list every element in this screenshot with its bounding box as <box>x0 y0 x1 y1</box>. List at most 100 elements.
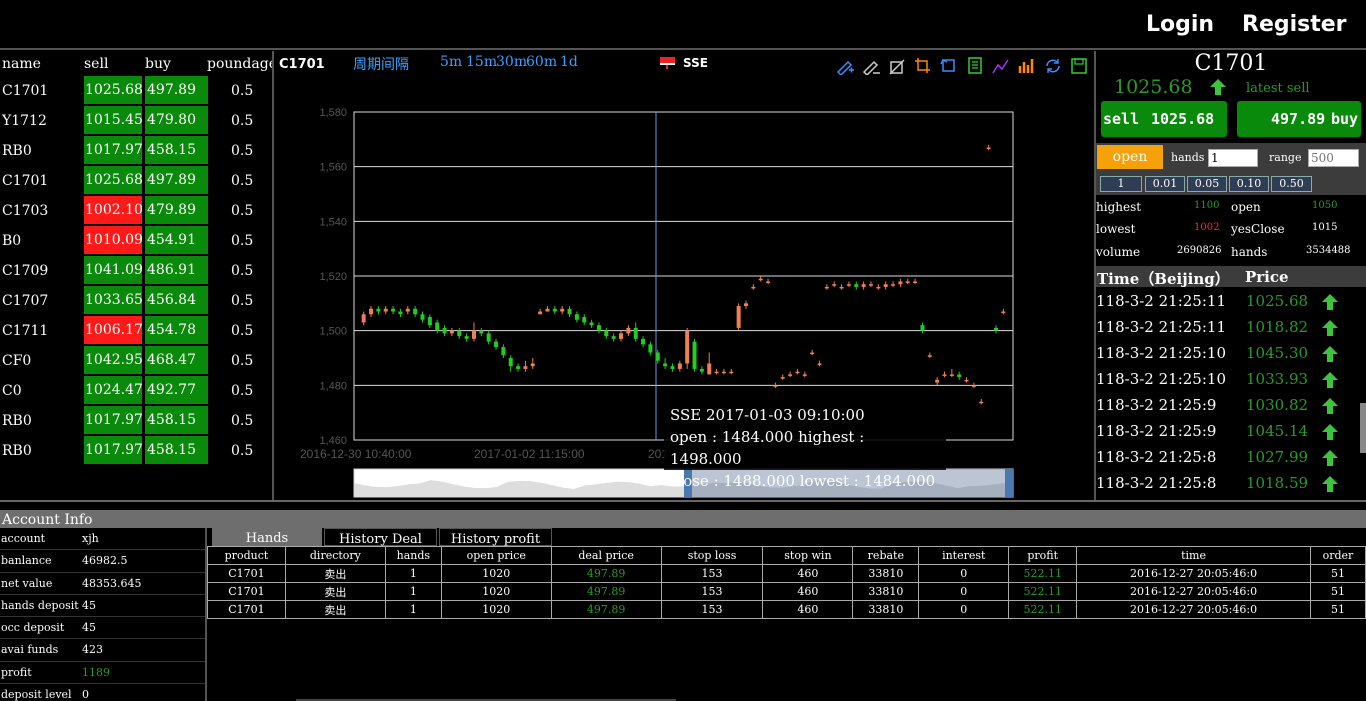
pen-icon[interactable] <box>835 56 854 77</box>
market-row[interactable]: C1707 1033.65 456.84 0.5 <box>0 285 272 315</box>
market-buy[interactable]: 458.15 <box>145 136 208 164</box>
range-0-10[interactable]: 0.10 <box>1229 176 1269 192</box>
market-buy[interactable]: 497.89 <box>145 166 208 194</box>
market-buy[interactable]: 458.15 <box>145 436 208 464</box>
candle-body <box>427 317 432 326</box>
market-buy[interactable]: 486.91 <box>145 256 208 284</box>
login-button[interactable]: Login <box>1146 12 1215 37</box>
tick-price: 1045.30 <box>1246 344 1309 362</box>
market-sell[interactable]: 1017.97 <box>84 136 143 164</box>
range-0-05[interactable]: 0.05 <box>1187 176 1227 192</box>
market-buy[interactable]: 479.89 <box>145 196 208 224</box>
market-row[interactable]: RB0 1017.97 458.15 0.5 <box>0 135 272 165</box>
market-sell[interactable]: 1017.97 <box>84 406 143 434</box>
navigator-handle-left[interactable] <box>684 469 692 497</box>
market-row[interactable]: C1701 1025.68 497.89 0.5 <box>0 165 272 195</box>
chart-tooltip: SSE 2017-01-03 09:10:00 open : 1484.000 … <box>664 400 946 490</box>
range-0-50[interactable]: 0.50 <box>1271 176 1312 192</box>
market-buy[interactable]: 479.80 <box>145 106 208 134</box>
period-60m[interactable]: 60m <box>526 54 558 70</box>
erase-icon[interactable] <box>887 56 906 75</box>
hands-input[interactable] <box>1208 149 1258 167</box>
horizontal-scrollbar[interactable] <box>296 699 676 701</box>
tab-history-deal[interactable]: History Deal <box>324 528 437 547</box>
market-buy[interactable]: 454.91 <box>145 226 208 254</box>
market-sell[interactable]: 1025.68 <box>84 76 143 104</box>
market-buy[interactable]: 456.84 <box>145 286 208 314</box>
market-row[interactable]: C1709 1041.09 486.91 0.5 <box>0 255 272 285</box>
save-icon[interactable] <box>1069 56 1088 75</box>
market-sell[interactable]: 1042.95 <box>84 346 143 374</box>
note-icon[interactable] <box>965 56 984 75</box>
market-sell[interactable]: 1033.65 <box>84 286 143 314</box>
market-row[interactable]: C1703 1002.10 479.89 0.5 <box>0 195 272 225</box>
navigator-handle-right[interactable] <box>1005 469 1013 497</box>
period-5m[interactable]: 5m <box>440 54 463 70</box>
market-row[interactable]: RB0 1017.97 458.15 0.5 <box>0 435 272 465</box>
col-poundage-header: poundage <box>207 56 274 72</box>
candle-body <box>398 311 403 315</box>
tick-scrollbar[interactable] <box>1360 403 1366 453</box>
rotate-icon[interactable] <box>939 56 958 75</box>
tooltip-line1: SSE 2017-01-03 09:10:00 <box>670 406 865 424</box>
market-row[interactable]: B0 1010.09 454.91 0.5 <box>0 225 272 255</box>
market-row[interactable]: C1701 1025.68 497.89 0.5 <box>0 75 272 105</box>
range-input[interactable] <box>1308 149 1359 167</box>
market-row[interactable]: C1711 1006.17 454.78 0.5 <box>0 315 272 345</box>
pencil-icon[interactable] <box>861 56 880 77</box>
tick-time: 118-3-2 21:25:8 <box>1096 448 1217 466</box>
market-sell[interactable]: 1017.97 <box>84 436 143 464</box>
refresh-icon[interactable] <box>1043 56 1062 75</box>
market-row[interactable]: RB0 1017.97 458.15 0.5 <box>0 405 272 435</box>
market-buy[interactable]: 454.78 <box>145 316 208 344</box>
buy-button[interactable]: 497.89 buy <box>1237 101 1361 137</box>
market-row[interactable]: CF0 1042.95 468.47 0.5 <box>0 345 272 375</box>
market-sell[interactable]: 1002.10 <box>84 196 143 224</box>
market-row[interactable]: Y1712 1015.45 479.80 0.5 <box>0 105 272 135</box>
tick-time: 118-3-2 21:25:11 <box>1096 318 1226 336</box>
market-list: name sell buy poundage C1701 1025.68 497.8… <box>0 51 274 500</box>
open-button[interactable]: open <box>1097 145 1163 169</box>
market-sell[interactable]: 1025.68 <box>84 166 143 194</box>
candle-body <box>391 308 396 312</box>
market-buy[interactable]: 468.47 <box>145 346 208 374</box>
navigator-selection[interactable] <box>688 469 1009 497</box>
tick-row: 118-3-2 21:25:8 1018.59 <box>1096 471 1366 497</box>
market-buy[interactable]: 492.77 <box>145 376 208 404</box>
market-sell[interactable]: 1024.47 <box>84 376 143 404</box>
tab-hands[interactable]: Hands <box>212 528 322 546</box>
market-sell[interactable]: 1006.17 <box>84 316 143 344</box>
tab-history-profit[interactable]: History profit <box>439 528 552 547</box>
market-buy[interactable]: 497.89 <box>145 76 208 104</box>
candlestick-chart[interactable]: 1,580 1,560 1,540 1,520 1,500 1,480 1,4602016-… <box>276 51 1092 500</box>
order-row[interactable]: C1701 卖出 1 1020 497.89 153 460 33810 0 522.11 2016… <box>207 564 1366 583</box>
price-header: Price <box>1245 268 1289 286</box>
crop-icon[interactable] <box>913 56 932 75</box>
register-button[interactable]: Register <box>1242 12 1347 37</box>
range-0-01[interactable]: 0.01 <box>1145 176 1185 192</box>
market-sell[interactable]: 1015.45 <box>84 106 143 134</box>
order-cell: 497.89 <box>550 582 662 601</box>
market-sell[interactable]: 1010.09 <box>84 226 143 254</box>
period-15m[interactable]: 15m <box>466 54 498 70</box>
market-row[interactable]: C0 1024.47 492.77 0.5 <box>0 375 272 405</box>
line-chart-icon[interactable] <box>991 56 1010 75</box>
time-header: Time（Beijing） <box>1097 270 1230 288</box>
candle-body <box>369 308 374 315</box>
sell-button[interactable]: sell 1025.68 <box>1101 101 1227 137</box>
market-buy[interactable]: 458.15 <box>145 406 208 434</box>
range-1[interactable]: 1 <box>1100 176 1142 192</box>
col-name-header: name <box>2 56 41 72</box>
y-tick-label: 1,520 <box>319 271 347 283</box>
candle-body <box>780 377 785 379</box>
period-1d[interactable]: 1d <box>560 54 578 70</box>
market-sell[interactable]: 1041.09 <box>84 256 143 284</box>
order-row[interactable]: C1701 卖出 1 1020 497.89 153 460 33810 0 522.11 2016… <box>207 582 1366 601</box>
chart-symbol: C1701 <box>279 57 325 72</box>
period-30m[interactable]: 30m <box>496 54 528 70</box>
bar-chart-icon[interactable] <box>1017 56 1036 75</box>
order-row[interactable]: C1701 卖出 1 1020 497.89 153 460 33810 0 522.11 2016… <box>207 600 1366 619</box>
order-cell: 522.11 <box>1008 582 1078 601</box>
orders-header-row: product directory hands open price deal pric… <box>207 546 1366 565</box>
candle-body <box>979 401 984 404</box>
